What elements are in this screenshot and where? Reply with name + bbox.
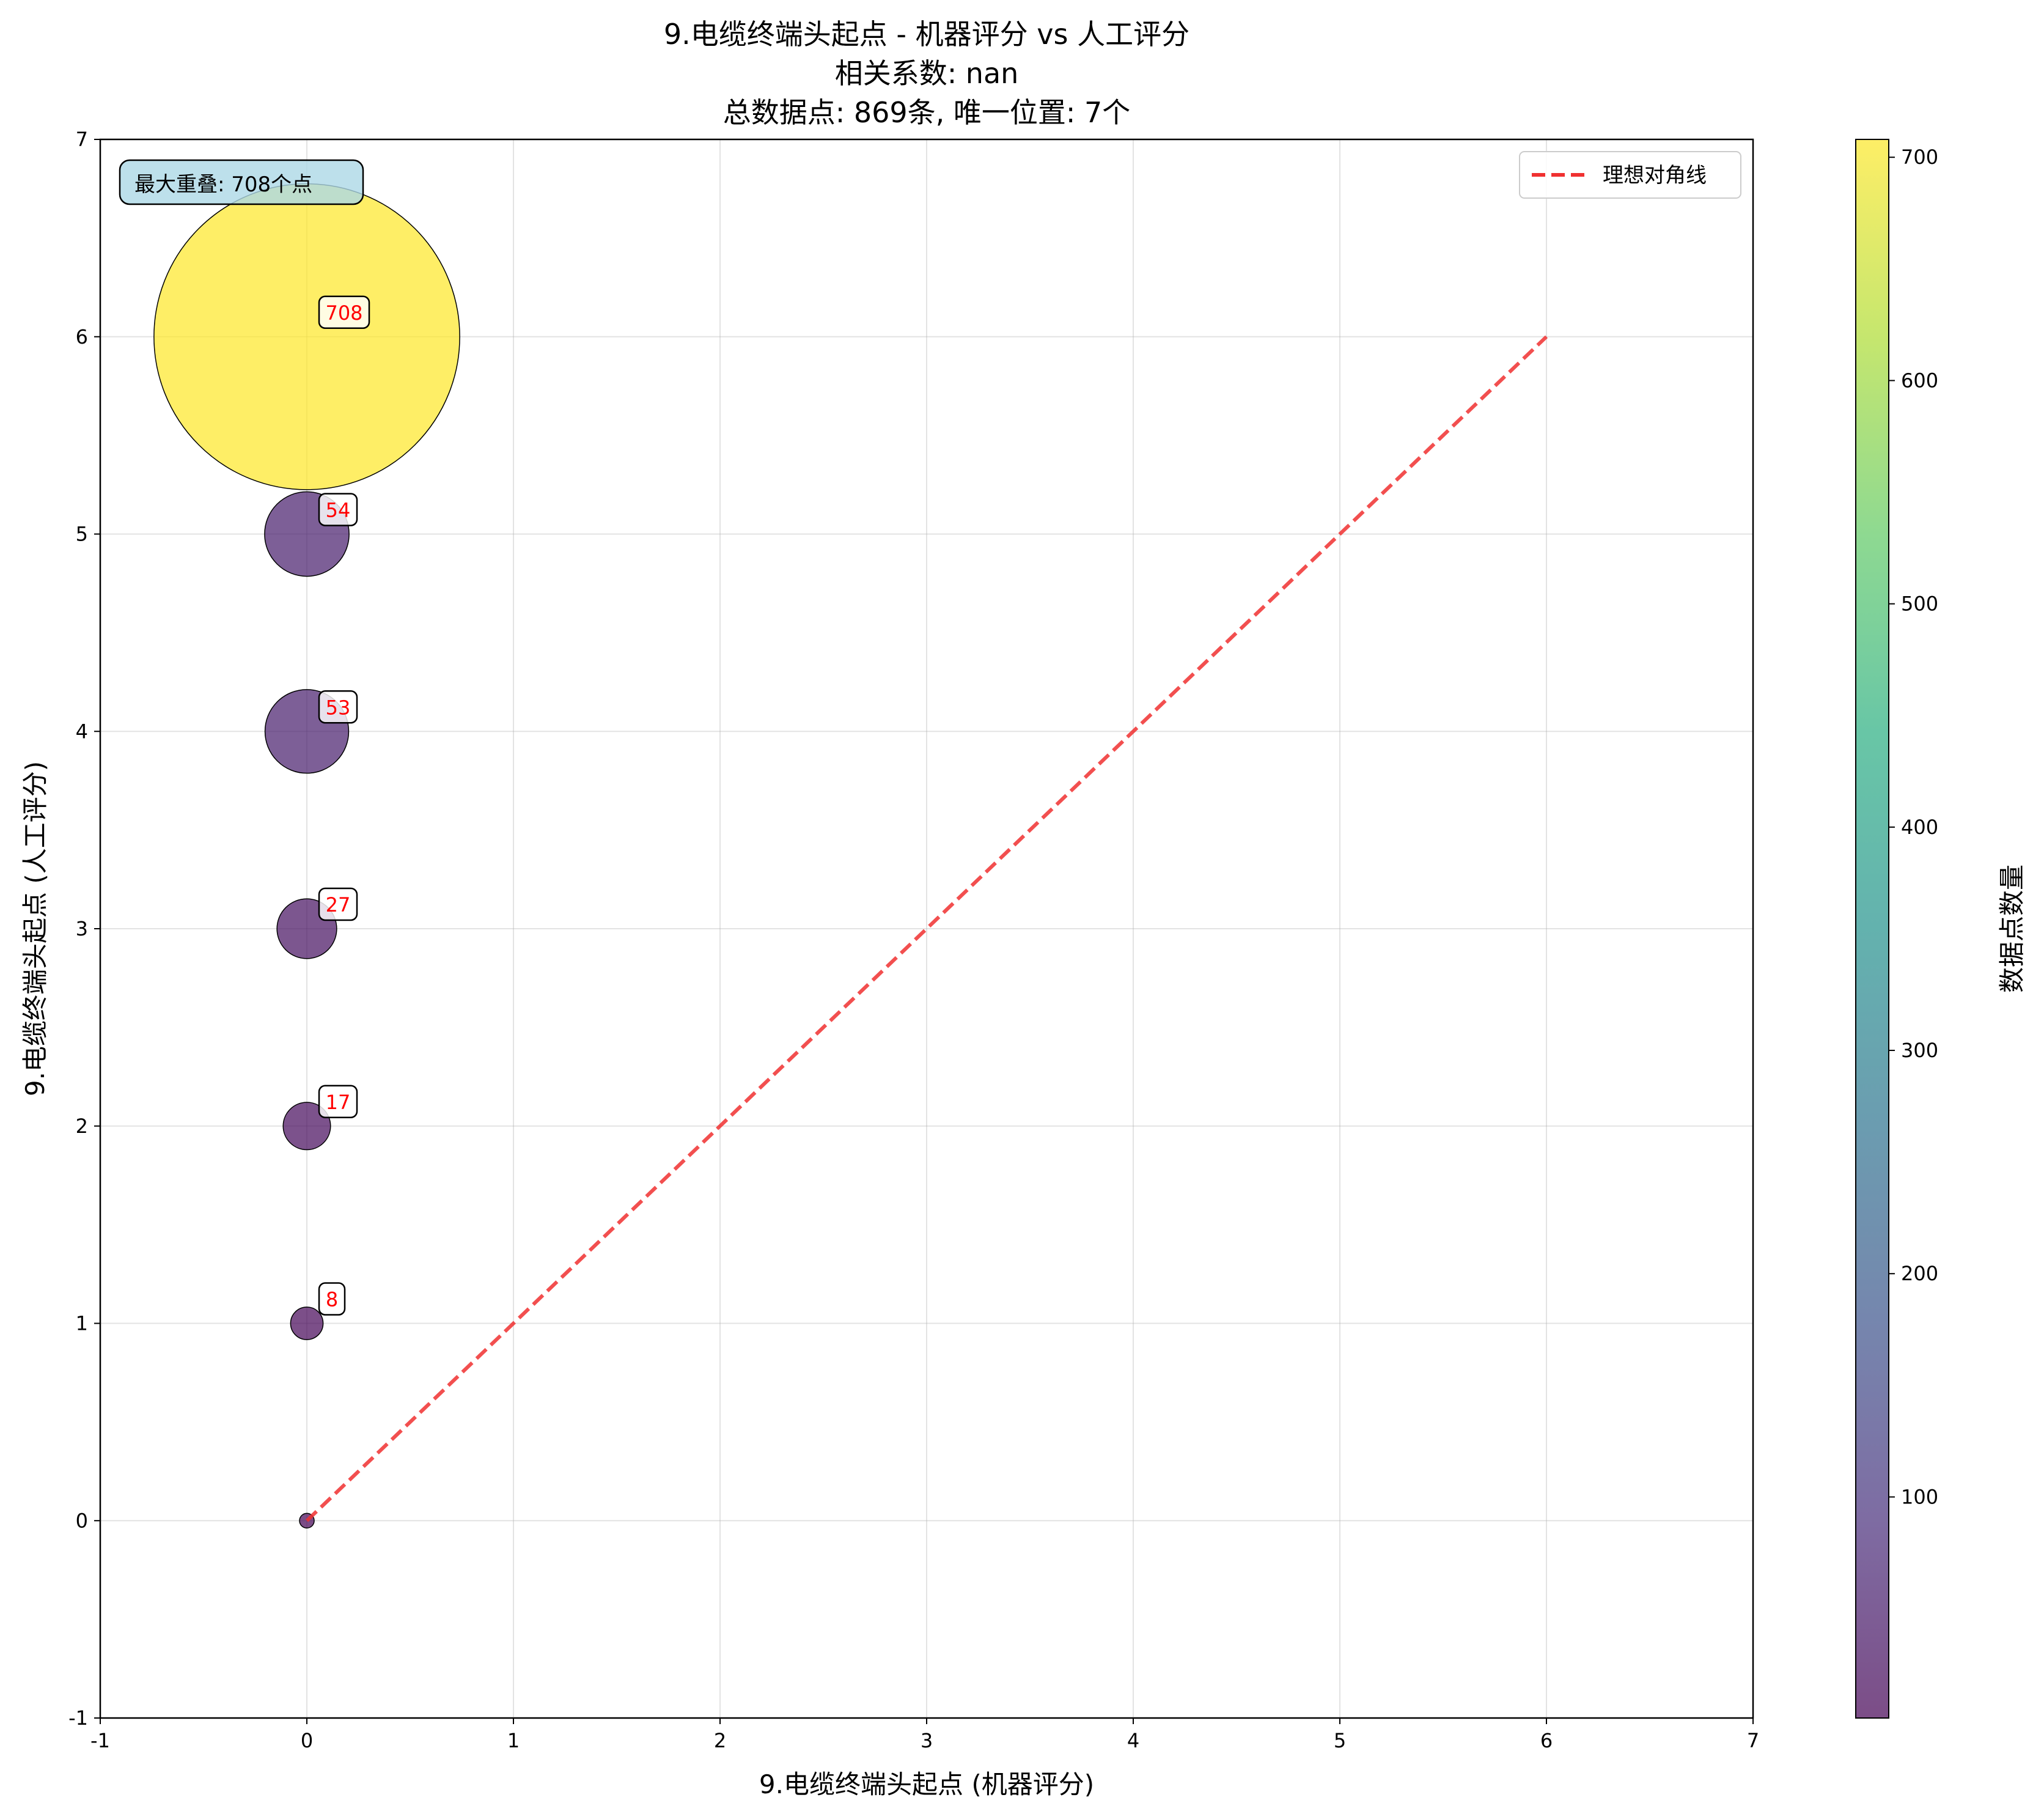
x-tick-label: 4 xyxy=(1127,1729,1139,1752)
y-axis-label: 9.电缆终端头起点 (人工评分) xyxy=(20,761,50,1096)
x-tick-label: 3 xyxy=(921,1729,933,1752)
y-tick-label: 2 xyxy=(76,1115,88,1138)
point-label: 708 xyxy=(325,301,362,325)
point-label-box xyxy=(318,887,358,921)
x-tick-label: 5 xyxy=(1334,1729,1346,1752)
x-tick-label: 7 xyxy=(1747,1729,1759,1752)
colorbar-tick-label: 200 xyxy=(1901,1262,1938,1285)
point-label-box xyxy=(318,295,370,329)
y-tick-label: 4 xyxy=(76,720,88,743)
chart-title-line-3: 总数据点: 869条, 唯一位置: 7个 xyxy=(723,96,1131,129)
point-label-box xyxy=(318,493,358,526)
chart-title-line-1: 9.电缆终端头起点 - 机器评分 vs 人工评分 xyxy=(664,18,1189,51)
colorbar-tick-label: 700 xyxy=(1901,146,1938,169)
colorbar-label: 数据点数量 xyxy=(1997,865,2027,993)
bubble-point xyxy=(153,183,460,490)
y-tick-label: 7 xyxy=(76,128,88,151)
colorbar-ticks: 100 200 300 400 500 600 700 xyxy=(1889,146,1938,1508)
colorbar-tick-label: 300 xyxy=(1901,1039,1938,1062)
x-tick-label: -1 xyxy=(90,1729,110,1752)
y-tick-label: 5 xyxy=(76,523,88,546)
bubble-layer xyxy=(153,183,460,1528)
y-tick-label: 3 xyxy=(76,917,88,940)
point-label: 8 xyxy=(326,1288,338,1311)
info-box: 最大重叠: 708个点 xyxy=(119,159,364,205)
x-axis-label: 9.电缆终端头起点 (机器评分) xyxy=(759,1769,1094,1799)
diagonal-line xyxy=(305,335,1548,1522)
colorbar-tick-label: 500 xyxy=(1901,592,1938,616)
point-label: 17 xyxy=(326,1091,351,1114)
bubble-point xyxy=(282,1102,331,1151)
y-tick-label: 6 xyxy=(76,325,88,348)
y-tick-label: 1 xyxy=(76,1312,88,1335)
colorbar-tick-label: 100 xyxy=(1901,1485,1938,1508)
colorbar-tick-label: 400 xyxy=(1901,816,1938,839)
x-tick-label: 1 xyxy=(507,1729,520,1752)
y-axis-ticks: -1 0 1 2 3 4 5 6 7 xyxy=(68,128,100,1730)
x-tick-label: 0 xyxy=(301,1729,313,1752)
info-box-text: 最大重叠: 708个点 xyxy=(134,172,312,197)
plot-frame xyxy=(99,138,1754,1719)
colorbar-tick-label: 600 xyxy=(1901,369,1938,392)
point-label-box xyxy=(318,690,358,724)
legend-label: 理想对角线 xyxy=(1603,163,1707,188)
chart-title-line-2: 相关系数: nan xyxy=(835,57,1019,90)
x-tick-label: 6 xyxy=(1540,1729,1553,1752)
y-tick-label: -1 xyxy=(68,1706,88,1730)
point-label-layer: 8 17 27 53 54 708 xyxy=(318,295,370,1316)
legend: 理想对角线 xyxy=(1519,151,1741,199)
point-label-box xyxy=(318,1282,346,1316)
point-label: 27 xyxy=(326,893,351,916)
point-label-box xyxy=(318,1085,358,1118)
x-axis-ticks: -1 0 1 2 3 4 5 6 7 xyxy=(90,1718,1759,1752)
colorbar xyxy=(1855,139,1889,1719)
point-label: 54 xyxy=(326,499,351,522)
point-label: 53 xyxy=(326,696,351,719)
bubble-point xyxy=(290,1307,324,1340)
y-tick-label: 0 xyxy=(76,1509,88,1532)
x-tick-label: 2 xyxy=(714,1729,726,1752)
